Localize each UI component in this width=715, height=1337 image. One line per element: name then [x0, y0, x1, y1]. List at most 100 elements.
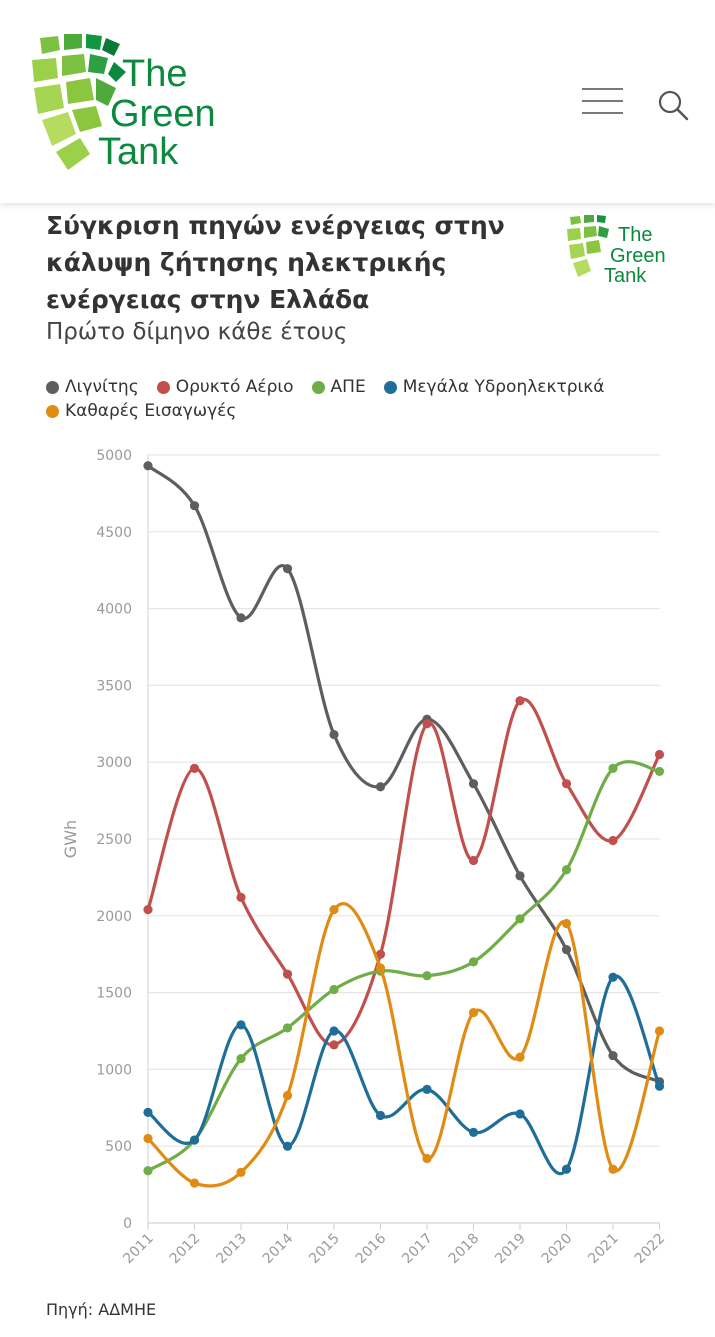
legend-row: Λιγνίτης Ορυκτό Αέριο ΑΠΕ Μεγάλα Υδροηλεκτρ…	[46, 375, 686, 399]
series-line	[146, 760, 662, 1173]
legend-item[interactable]: Ορυκτό Αέριο	[156, 377, 294, 397]
legend-label: Λιγνίτης	[65, 377, 139, 397]
x-tick-label: 2017	[399, 1231, 436, 1268]
legend-item[interactable]: Καθαρές Εισαγωγές	[46, 401, 236, 421]
data-point	[189, 1135, 200, 1145]
legend-label: Καθαρές Εισαγωγές	[65, 401, 237, 421]
y-tick-label: 4000	[96, 602, 132, 618]
data-point	[282, 1141, 293, 1151]
logo-mark-icon	[32, 34, 126, 170]
chart-container: Σύγκριση πηγών ενέργειας στην κάλυψη ζήτ…	[0, 203, 715, 1337]
data-point	[468, 1127, 479, 1137]
data-point	[282, 564, 293, 574]
data-point	[282, 969, 293, 979]
data-point	[422, 1084, 432, 1094]
data-point	[143, 1166, 153, 1176]
data-point	[422, 719, 432, 729]
data-point	[608, 763, 618, 773]
data-point	[654, 766, 665, 777]
series-1	[143, 461, 665, 1087]
legend-swatch	[156, 380, 170, 394]
the-green-tank-logo[interactable]: The Green Tank	[30, 28, 220, 182]
chart-title: Σύγκριση πηγών ενέργειας στην κάλυψη ζήτ…	[46, 211, 505, 314]
data-point	[515, 914, 525, 924]
data-point	[468, 779, 479, 789]
data-point	[561, 918, 572, 929]
legend-item[interactable]: ΑΠΕ	[311, 377, 366, 397]
data-point	[608, 1164, 618, 1174]
data-point	[329, 905, 339, 915]
site-header: The Green Tank	[0, 0, 715, 203]
data-point	[468, 957, 479, 967]
series-5	[143, 902, 665, 1188]
y-tick-label: 2000	[96, 909, 132, 925]
legend-label: Ορυκτό Αέριο	[175, 377, 294, 397]
x-tick-label: 2015	[306, 1231, 343, 1268]
y-axis-label: GWh	[61, 820, 80, 858]
hamburger-menu-icon[interactable]	[582, 86, 624, 118]
data-point	[422, 1153, 432, 1164]
data-point	[329, 1040, 339, 1050]
y-tick-label: 1500	[96, 986, 132, 1002]
series-2	[143, 696, 665, 1050]
data-point	[329, 984, 339, 995]
data-point	[561, 1164, 572, 1174]
y-tick-label: 3500	[96, 678, 132, 694]
data-point	[236, 1167, 246, 1177]
y-tick-label: 3000	[96, 755, 132, 771]
series-4	[143, 972, 665, 1175]
x-tick-label: 2014	[260, 1230, 297, 1267]
legend-swatch	[46, 404, 59, 418]
data-point	[236, 1054, 246, 1064]
logo-text-the: The	[122, 53, 187, 95]
data-point	[189, 1178, 200, 1188]
data-point	[329, 1026, 339, 1036]
data-point	[143, 1133, 153, 1144]
data-point	[608, 972, 618, 982]
small-logo-mark-icon	[567, 215, 609, 277]
chart-subtitle: Πρώτο δίμηνο κάθε έτους	[46, 319, 348, 345]
search-icon[interactable]	[656, 88, 690, 122]
legend-item[interactable]: Μεγάλα Υδροηλεκτρικά	[383, 377, 605, 397]
data-point	[189, 763, 200, 773]
data-point	[375, 1110, 386, 1121]
x-tick-label: 2018	[446, 1231, 483, 1268]
data-point	[608, 835, 618, 846]
y-tick-label: 5000	[96, 448, 132, 464]
data-point	[143, 1107, 153, 1118]
small-logo-text-tank: Tank	[604, 265, 647, 287]
legend-swatch	[311, 380, 325, 394]
data-point	[515, 1109, 525, 1119]
series-line	[146, 902, 662, 1188]
data-point	[375, 949, 386, 959]
data-point	[608, 1050, 618, 1061]
x-tick-label: 2022	[632, 1231, 669, 1268]
y-tick-label: 500	[105, 1139, 132, 1155]
data-point	[236, 1020, 246, 1030]
y-tick-label: 2500	[96, 832, 132, 848]
data-point	[654, 1026, 665, 1036]
data-point	[422, 971, 432, 981]
data-point	[282, 1023, 293, 1033]
line-chart: 0 500 1000 1500 2000 2500 3000 3500 4000 4500 5000…	[61, 448, 669, 1268]
y-tick-label: 0	[123, 1216, 132, 1232]
data-point	[143, 905, 153, 915]
data-point	[282, 1090, 293, 1101]
legend-swatch	[383, 380, 397, 394]
data-point	[468, 855, 479, 866]
legend-row: Καθαρές Εισαγωγές	[46, 399, 686, 423]
data-point	[189, 501, 200, 511]
data-point	[654, 749, 665, 760]
data-point	[515, 696, 525, 706]
x-tick-label: 2012	[167, 1231, 204, 1268]
logo-text-green: Green	[110, 93, 216, 135]
data-point	[515, 1052, 525, 1062]
legend-swatch	[46, 380, 59, 394]
data-point	[375, 963, 386, 973]
legend-item[interactable]: Λιγνίτης	[46, 377, 139, 397]
the-green-tank-small-logo: The Green Tank	[566, 211, 666, 291]
chart-source: Πηγή: ΑΔΜΗΕ	[46, 1300, 157, 1319]
legend-label: Μεγάλα Υδροηλεκτρικά	[402, 377, 605, 397]
y-tick-label: 1000	[96, 1062, 132, 1078]
y-tick-label: 4500	[96, 525, 132, 541]
